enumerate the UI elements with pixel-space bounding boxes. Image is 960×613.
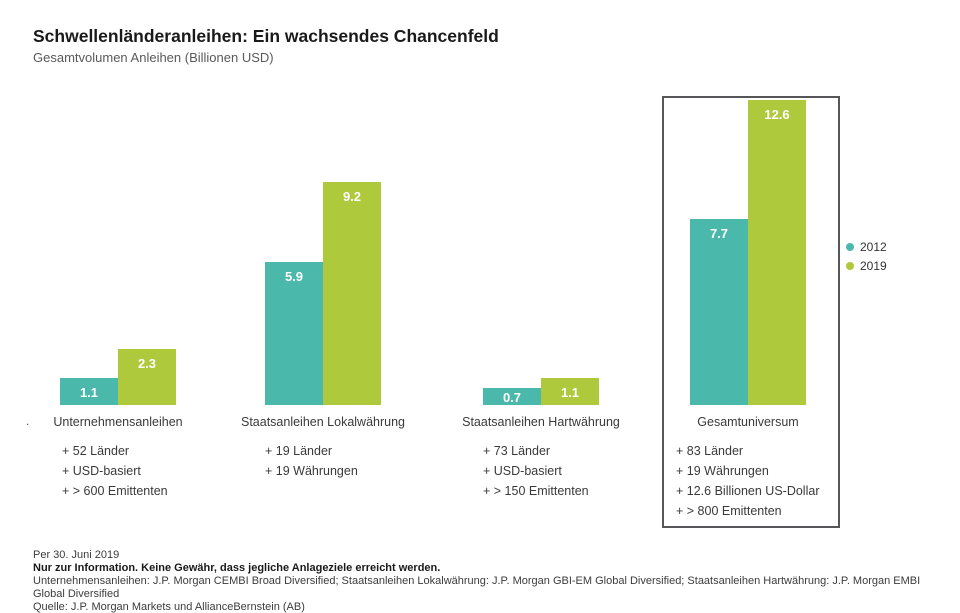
footer-disclaimer: Nur zur Information. Keine Gewähr, dass … xyxy=(33,562,441,574)
bar-2012-gesamtuniversum xyxy=(690,219,748,405)
legend-label-2012: 2012 xyxy=(860,240,887,254)
footer-source: Quelle: J.P. Morgan Markets und Alliance… xyxy=(33,601,305,613)
bar-2019-staatsanleihen-lokalwährung xyxy=(323,182,381,405)
chart-title: Schwellenländeranleihen: Ein wachsendes … xyxy=(33,26,499,46)
bar-value-2012-staatsanleihen-hartwährung: 0.7 xyxy=(502,390,522,405)
chart-subtitle: Gesamtvolumen Anleihen (Billionen USD) xyxy=(33,50,274,65)
note-line: + > 150 Emittenten xyxy=(483,484,589,498)
stray-mark: . xyxy=(26,414,30,428)
bar-value-2012-unternehmensanleihen: 1.1 xyxy=(79,385,99,400)
bar-value-2012-gesamtuniversum: 7.7 xyxy=(709,226,729,241)
note-line: + 52 Länder xyxy=(62,444,130,458)
bar-2019-gesamtuniversum xyxy=(748,100,806,405)
note-line: + USD-basiert xyxy=(483,464,562,478)
highlight-box xyxy=(662,96,840,528)
category-label-staatsanleihen-lokalwährung: Staatsanleihen Lokalwährung xyxy=(240,415,405,429)
note-line: + 19 Währungen xyxy=(265,464,358,478)
bar-2019-unternehmensanleihen xyxy=(118,349,176,405)
note-line: + 19 Länder xyxy=(265,444,333,458)
legend-dot-2019-icon xyxy=(846,262,854,270)
bar-2012-staatsanleihen-hartwährung xyxy=(483,388,541,405)
legend-label-2019: 2019 xyxy=(860,259,887,273)
chart-legend: 2012 2019 xyxy=(846,240,887,278)
note-line: + 12.6 Billionen US-Dollar xyxy=(676,484,820,498)
note-line: + > 600 Emittenten xyxy=(62,484,168,498)
category-label-unternehmensanleihen: Unternehmensanleihen xyxy=(53,415,183,429)
category-notes-staatsanleihen-hartwährung: + 73 Länder + USD-basiert + > 150 Emittent… xyxy=(483,441,589,501)
bar-value-2019-unternehmensanleihen: 2.3 xyxy=(137,356,157,371)
category-notes-gesamtuniversum: + 83 Länder + 19 Währungen + 12.6 Billione… xyxy=(676,441,819,521)
legend-item-2019: 2019 xyxy=(846,259,887,273)
bar-value-2019-gesamtuniversum: 12.6 xyxy=(764,107,790,122)
legend-dot-2012-icon xyxy=(846,243,854,251)
category-notes-staatsanleihen-lokalwährung: + 19 Länder + 19 Währungen xyxy=(265,441,358,481)
note-line: + 73 Länder xyxy=(483,444,551,458)
note-line: + 83 Länder xyxy=(676,444,744,458)
bar-value-2019-staatsanleihen-hartwährung: 1.1 xyxy=(560,385,580,400)
footer-as-of-date: Per 30. Juni 2019 xyxy=(33,549,120,561)
footer: Per 30. Juni 2019 Nur zur Information. K… xyxy=(33,549,931,613)
footer-index-sources: Unternehmensanleihen: J.P. Morgan CEMBI … xyxy=(33,575,921,600)
category-notes-unternehmensanleihen: + 52 Länder + USD-basiert + > 600 Emittent… xyxy=(62,441,168,501)
bar-value-2012-staatsanleihen-lokalwährung: 5.9 xyxy=(284,269,304,284)
category-label-gesamtuniversum: Gesamtuniversum xyxy=(697,415,799,429)
legend-item-2012: 2012 xyxy=(846,240,887,254)
bar-2012-unternehmensanleihen xyxy=(60,378,118,405)
bar-2012-staatsanleihen-lokalwährung xyxy=(265,262,323,405)
note-line: + > 800 Emittenten xyxy=(676,504,782,518)
note-line: + 19 Währungen xyxy=(676,464,769,478)
note-line: + USD-basiert xyxy=(62,464,141,478)
bar-2019-staatsanleihen-hartwährung xyxy=(541,378,599,405)
bar-value-2019-staatsanleihen-lokalwährung: 9.2 xyxy=(342,189,362,204)
category-label-staatsanleihen-hartwährung: Staatsanleihen Hartwährung xyxy=(462,415,620,429)
